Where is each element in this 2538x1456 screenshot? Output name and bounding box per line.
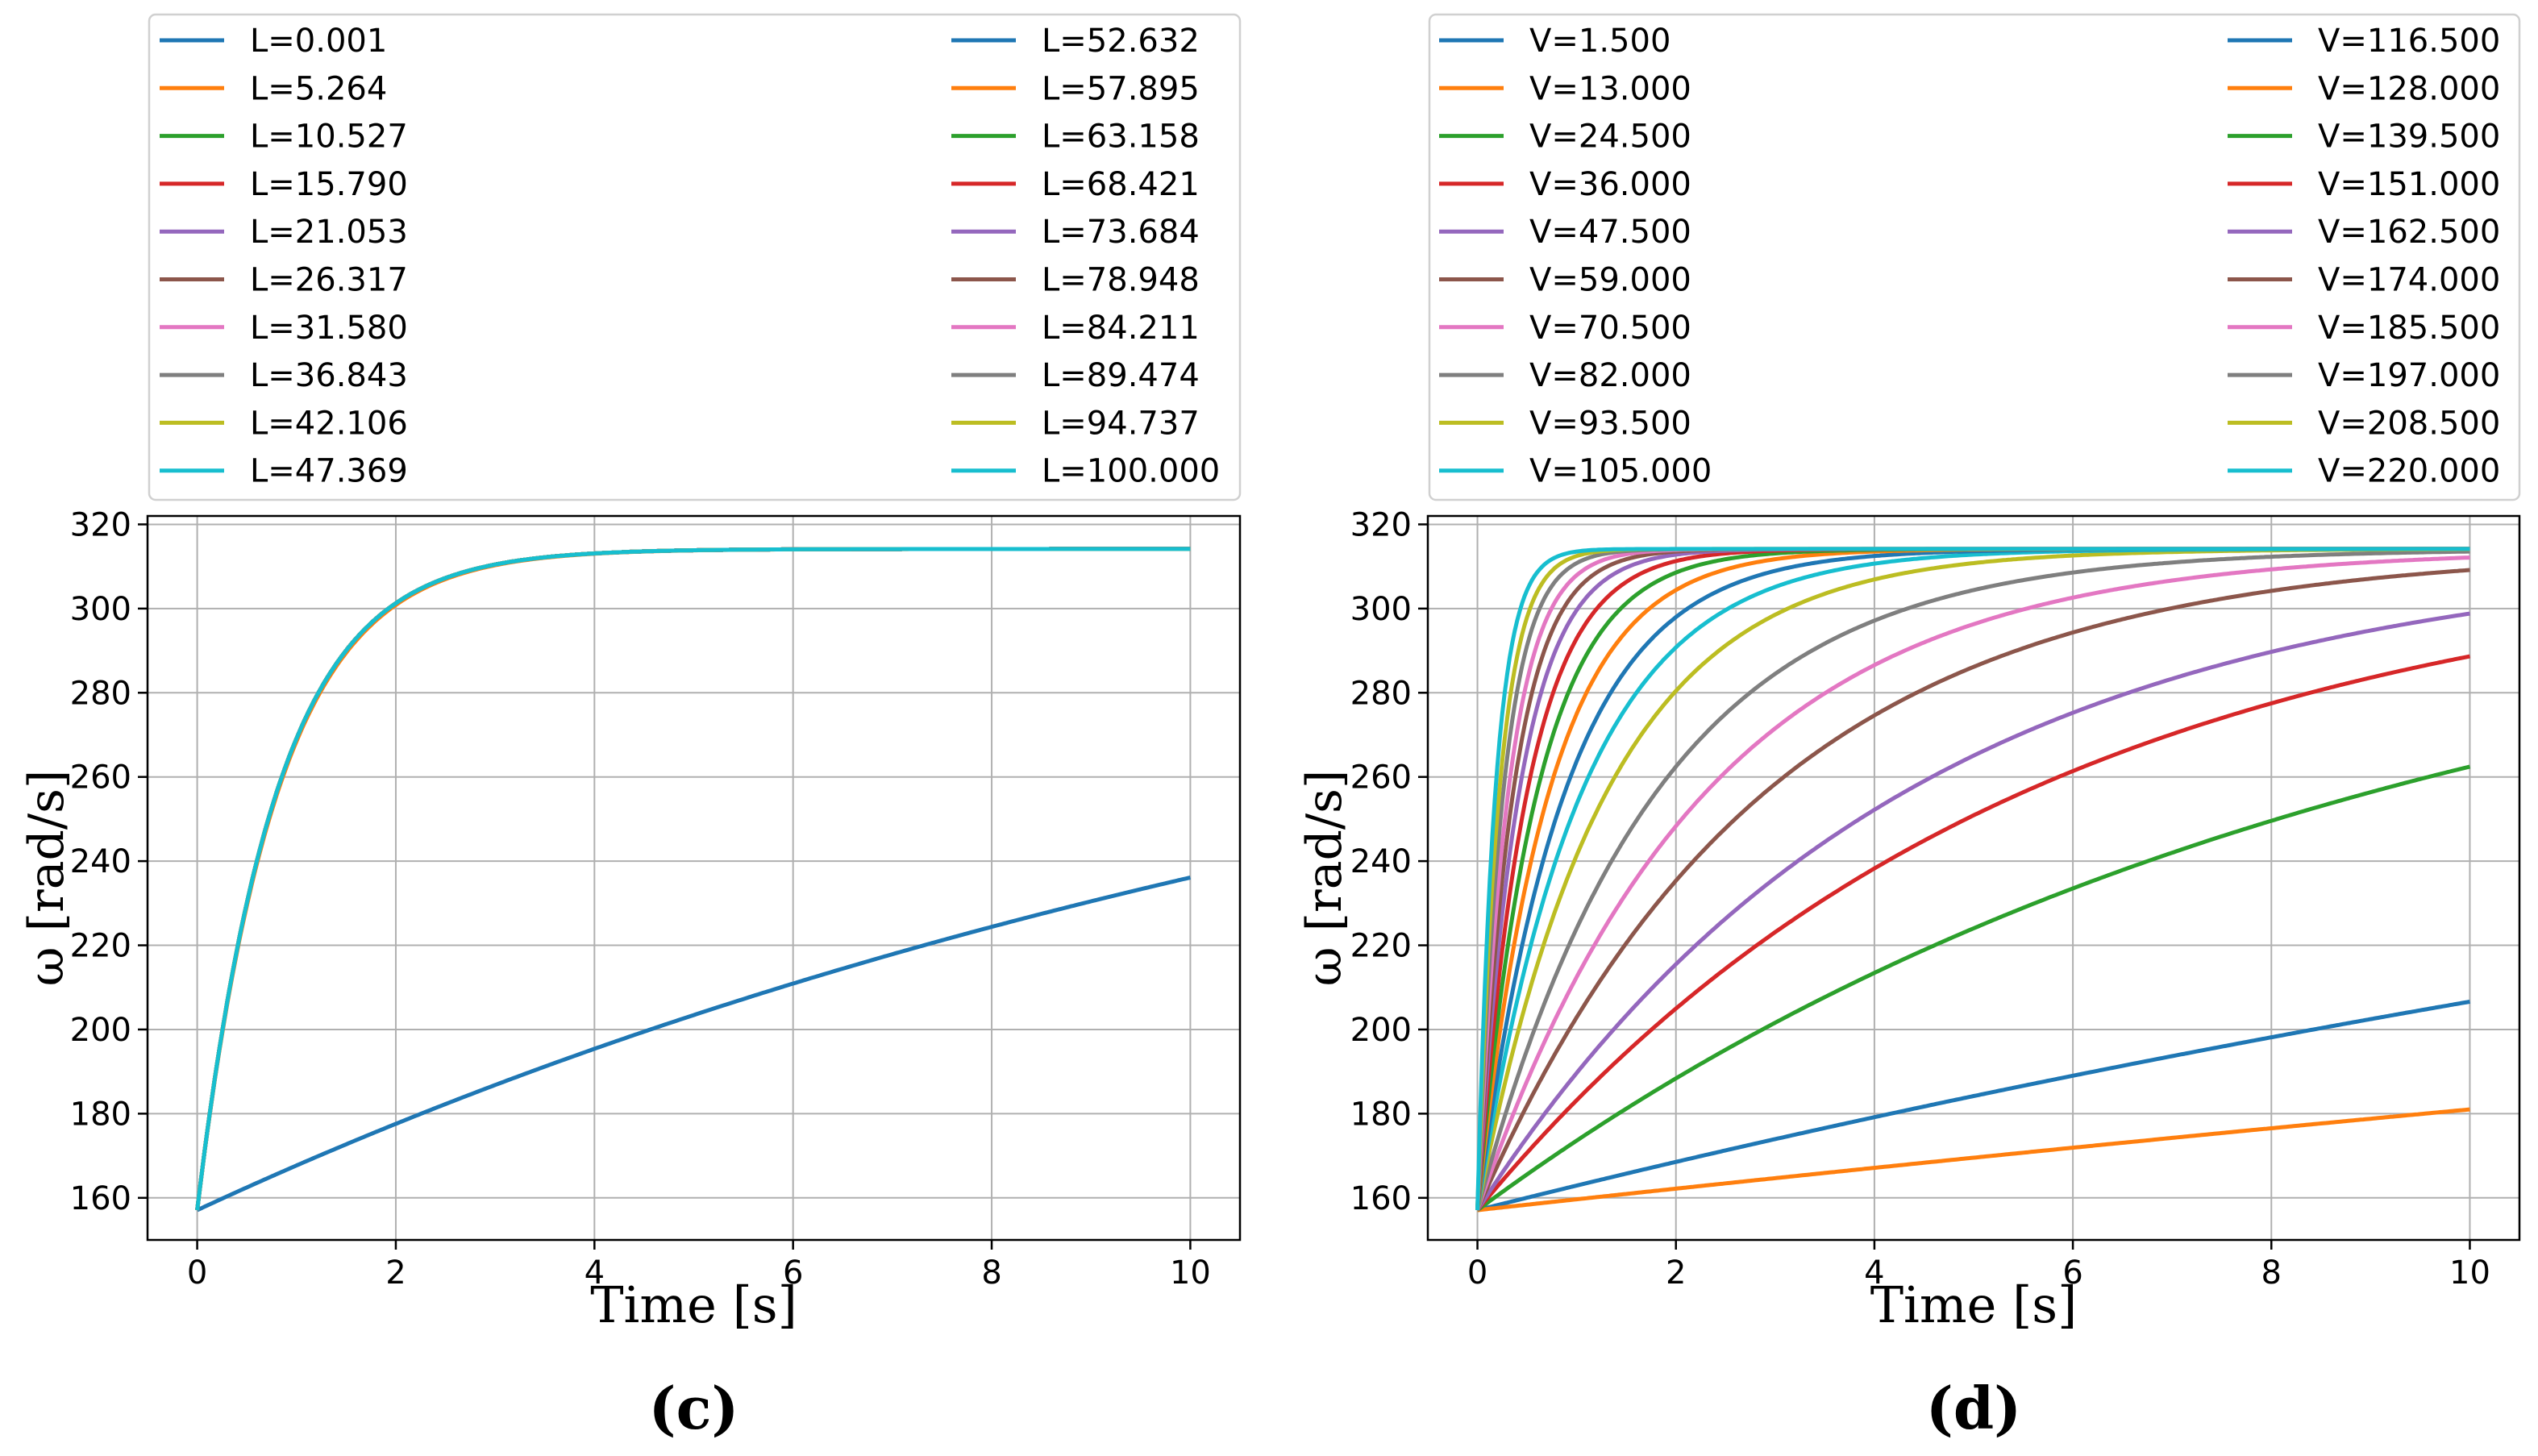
- y-tick-label: 300: [1350, 591, 1412, 628]
- y-tick-label: 240: [1350, 843, 1412, 880]
- y-tick-label: 260: [1350, 759, 1412, 797]
- legend-label: L=57.895: [1042, 70, 1200, 107]
- panel-label: (c): [649, 1374, 739, 1442]
- x-tick-label: 10: [1170, 1254, 1211, 1292]
- legend-label: V=162.500: [2318, 214, 2500, 251]
- legend-label: V=93.500: [1529, 405, 1691, 442]
- x-tick-label: 10: [2449, 1254, 2490, 1292]
- axes-frame: [146, 514, 1242, 1242]
- y-tick-label: 260: [70, 759, 131, 797]
- x-tick-label: 8: [2261, 1254, 2282, 1292]
- legend-label: V=70.500: [1529, 310, 1691, 347]
- y-axis-label: ω [rad/s]: [1296, 770, 1353, 987]
- legend-label: V=47.500: [1529, 214, 1691, 251]
- legend-label: L=73.684: [1042, 214, 1200, 251]
- legend-label: V=185.500: [2318, 310, 2500, 347]
- legend-label: L=63.158: [1042, 119, 1200, 156]
- legend-label: L=42.106: [250, 405, 408, 442]
- y-tick-label: 280: [1350, 675, 1412, 712]
- legend-label: V=36.000: [1529, 166, 1691, 203]
- series-line-L=100.000: [195, 547, 1191, 1211]
- legend-label: L=10.527: [250, 119, 408, 156]
- legend-label: V=220.000: [2318, 453, 2500, 490]
- series-line-V=82.000: [1475, 549, 2470, 1211]
- axes-frame: [1426, 514, 2521, 1242]
- legend-label: L=21.053: [250, 214, 408, 251]
- series-group: [1475, 547, 2471, 1213]
- legend-label: L=78.948: [1042, 262, 1200, 299]
- x-tick-label: 4: [1864, 1254, 1884, 1292]
- y-axis-label: ω [rad/s]: [19, 770, 75, 987]
- y-tick-label: 180: [1350, 1096, 1412, 1133]
- legend-label: L=68.421: [1042, 166, 1200, 203]
- legend-label: V=1.500: [1529, 23, 1671, 60]
- legend-label: V=24.500: [1529, 119, 1691, 156]
- y-tick-label: 200: [70, 1012, 131, 1049]
- panel-c: 0 2 4 6 8 10 160 180 200 220 240 260 280 300 320 Time […: [19, 13, 1242, 1442]
- legend-label: V=82.000: [1529, 357, 1691, 394]
- series-line-V=24.500: [1476, 764, 2471, 1213]
- legend-label: L=26.317: [250, 262, 408, 299]
- legend-label: L=15.790: [250, 166, 408, 203]
- series-line-L=0.001: [196, 876, 1191, 1213]
- y-tick-label: 320: [1350, 506, 1412, 543]
- y-tick-label: 160: [1350, 1180, 1412, 1217]
- x-axis-label: Time [s]: [1870, 1275, 2078, 1334]
- series-line-V=1.500: [1476, 999, 2470, 1213]
- legend-label: L=0.001: [250, 23, 387, 60]
- series-line-V=220.000: [1475, 547, 2470, 1211]
- y-tick-label: 200: [1350, 1012, 1412, 1049]
- legend-label: L=5.264: [250, 70, 387, 107]
- x-tick-label: 2: [385, 1254, 406, 1292]
- y-tick-label: 220: [70, 928, 131, 965]
- legend-label: V=116.500: [2318, 23, 2500, 60]
- x-tick-label: 2: [1666, 1254, 1686, 1292]
- legend-label: L=89.474: [1042, 357, 1200, 394]
- y-tick-label: 320: [70, 506, 131, 543]
- series-line-V=59.000: [1475, 568, 2470, 1212]
- x-tick-label: 4: [585, 1254, 605, 1292]
- y-tick-label: 180: [70, 1096, 131, 1133]
- series-line-V=70.500: [1475, 555, 2470, 1211]
- legend-label: V=208.500: [2318, 405, 2500, 442]
- legend-label: V=59.000: [1529, 262, 1691, 299]
- series-group: [195, 547, 1191, 1213]
- legend-label: L=52.632: [1042, 23, 1200, 60]
- x-tick-label: 6: [2062, 1254, 2082, 1292]
- x-tick-label: 8: [981, 1254, 1001, 1292]
- x-tick-label: 0: [1467, 1254, 1487, 1292]
- y-tick-label: 240: [70, 843, 131, 880]
- legend-label: L=84.211: [1042, 310, 1200, 347]
- legend-label: L=100.000: [1042, 453, 1220, 490]
- legend-label: L=31.580: [250, 310, 408, 347]
- legend-label: V=197.000: [2318, 357, 2500, 394]
- legend-label: V=174.000: [2318, 262, 2500, 299]
- y-tick-label: 160: [70, 1180, 131, 1217]
- series-line-V=13.000: [1477, 1107, 2470, 1213]
- legend-label: V=128.000: [2318, 70, 2500, 107]
- y-tick-label: 300: [70, 591, 131, 628]
- panel-d: 0 2 4 6 8 10 160 180 200 220 240 260 280 300 320 Time […: [1296, 13, 2521, 1442]
- y-tick-label: 220: [1350, 928, 1412, 965]
- legend-label: L=47.369: [250, 453, 408, 490]
- plot-area: [148, 516, 1240, 1240]
- panel-label: (d): [1926, 1374, 2021, 1442]
- series-line-V=36.000: [1475, 654, 2470, 1212]
- y-tick-label: 280: [70, 675, 131, 712]
- legend-label: V=139.500: [2318, 119, 2500, 156]
- legend-label: V=151.000: [2318, 166, 2500, 203]
- x-tick-label: 0: [187, 1254, 207, 1292]
- legend-label: L=94.737: [1042, 405, 1200, 442]
- x-tick-label: 6: [783, 1254, 803, 1292]
- legend-label: V=13.000: [1529, 70, 1691, 107]
- legend-label: L=36.843: [250, 357, 408, 394]
- x-axis-label: Time [s]: [590, 1275, 797, 1334]
- series-line-V=47.500: [1475, 611, 2470, 1212]
- legend-label: V=105.000: [1529, 453, 1712, 490]
